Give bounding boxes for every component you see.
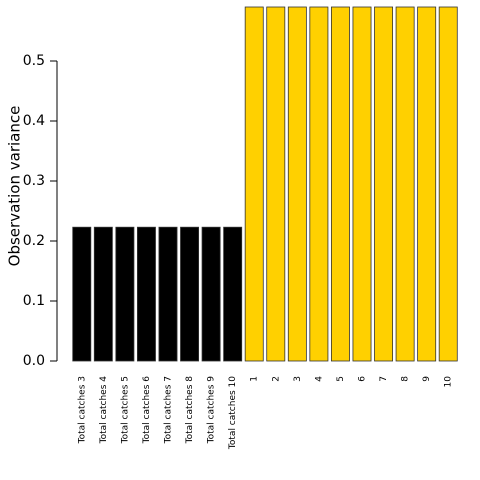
bar xyxy=(72,226,92,362)
x-tick-label: Total catches 8 xyxy=(185,376,195,445)
bar xyxy=(374,6,394,362)
bar xyxy=(395,6,415,362)
y-tick-label: 0.0 xyxy=(23,353,45,369)
y-axis-label: Observation variance xyxy=(6,106,24,267)
x-tick-label: Total catches 5 xyxy=(120,376,130,444)
x-tick-label: 2 xyxy=(271,376,281,382)
x-tick-label: 3 xyxy=(293,376,303,382)
bar xyxy=(352,6,372,362)
bar xyxy=(201,226,221,362)
bar xyxy=(266,6,286,362)
x-tick-label: 4 xyxy=(314,376,324,382)
x-tick-label: Total catches 9 xyxy=(207,376,217,445)
bar xyxy=(180,226,200,362)
x-tick-label: Total catches 6 xyxy=(142,376,152,445)
x-tick-label: Total catches 3 xyxy=(77,376,87,444)
bar xyxy=(309,6,329,362)
bar xyxy=(158,226,178,362)
bar xyxy=(244,6,264,362)
bar xyxy=(136,226,156,362)
x-tick-label: 5 xyxy=(336,376,346,382)
x-tick-label: 10 xyxy=(444,376,454,388)
x-tick-label: 8 xyxy=(401,376,411,382)
x-tick-label: 1 xyxy=(250,376,260,382)
x-tick-label: Total catches 4 xyxy=(99,376,109,445)
bar xyxy=(223,226,243,362)
bar xyxy=(93,226,113,362)
bar xyxy=(115,226,135,362)
x-tick-label: 7 xyxy=(379,376,389,382)
bar xyxy=(330,6,350,362)
x-tick-label: 9 xyxy=(422,376,432,382)
bar xyxy=(438,6,458,362)
x-tick-label: Total catches 10 xyxy=(228,376,238,450)
bar xyxy=(287,6,307,362)
y-tick-label: 0.4 xyxy=(23,113,45,129)
x-tick-label: 6 xyxy=(358,376,368,382)
y-tick-label: 0.1 xyxy=(23,293,45,309)
y-tick-label: 0.5 xyxy=(23,53,45,69)
y-tick-label: 0.2 xyxy=(23,233,45,249)
y-tick-label: 0.3 xyxy=(23,173,45,189)
bar xyxy=(417,6,437,362)
x-tick-label: Total catches 7 xyxy=(164,376,174,444)
